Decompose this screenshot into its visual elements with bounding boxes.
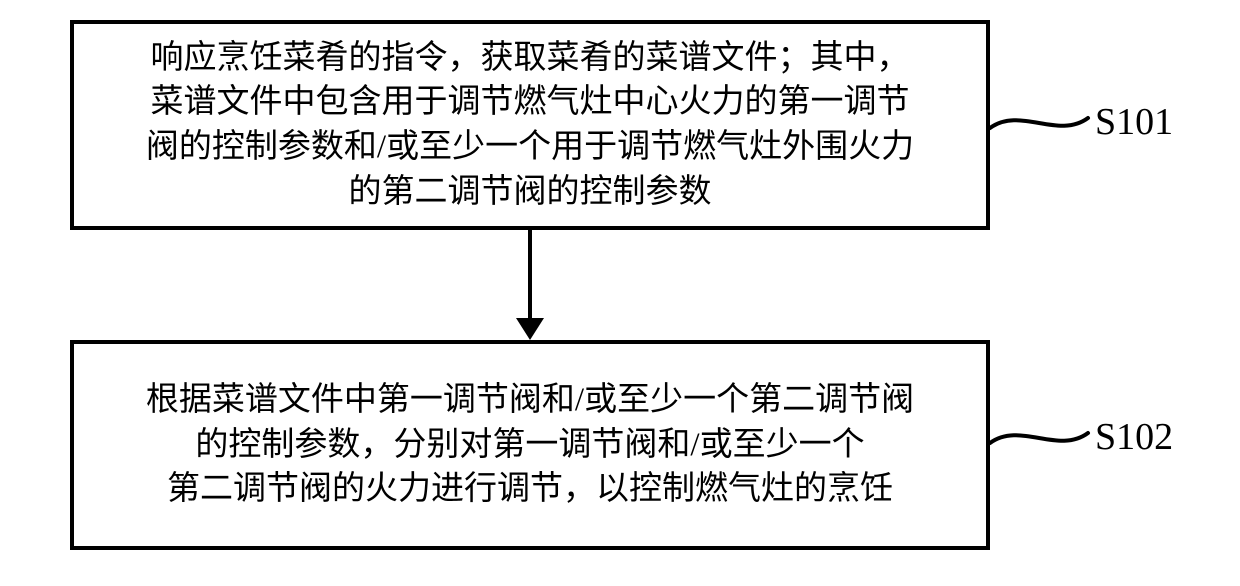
flowchart-canvas: 响应烹饪菜肴的指令，获取菜肴的菜谱文件；其中， 菜谱文件中包含用于调节燃气灶中心… xyxy=(0,0,1240,586)
step-2-label: S102 xyxy=(1095,415,1173,459)
step-1-label: S101 xyxy=(1095,100,1173,144)
step-2-connector-tilde xyxy=(0,0,1240,586)
